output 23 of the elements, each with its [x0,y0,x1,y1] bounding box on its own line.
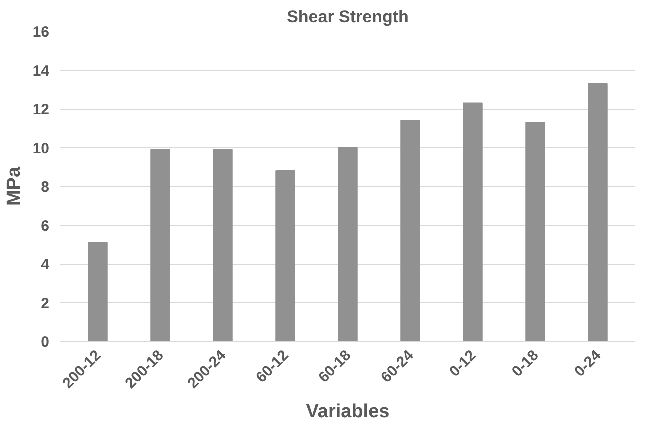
x-tick-label: 0-12 [446,347,480,380]
y-tick-label: 16 [32,24,50,41]
bar [276,170,296,342]
x-axis-title: Variables [306,401,390,422]
bar [88,242,108,342]
bar [150,149,170,342]
x-tick-label: 0-18 [508,347,542,380]
y-tick-label: 6 [41,218,50,235]
y-tick-label: 0 [41,334,50,351]
y-tick-label: 4 [41,256,50,274]
chart-title: Shear Strength [287,8,409,26]
y-axis-title: MPa [4,166,25,206]
y-tick-label: 14 [32,62,50,80]
y-tick-label: 12 [32,102,50,118]
y-tick-label: 10 [32,140,50,158]
bar [526,122,546,342]
y-tick-label: 2 [41,295,50,312]
bar [463,102,483,342]
bar [338,147,358,342]
bar [400,120,420,342]
bar [213,149,233,342]
y-tick-label: 8 [41,179,50,196]
bar [588,83,608,342]
